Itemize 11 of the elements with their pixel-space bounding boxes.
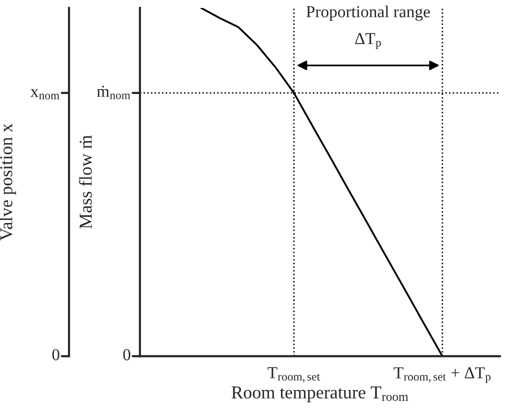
x-tick-label: T$_{room,set}$ [268,367,320,382]
x-axis-title: Room temperature T$_{room}$ [232,386,408,402]
annotation: ΔT$_{p}$ [355,33,381,49]
text: x$_{nom}$ [30,89,60,100]
y-axis-title: Mass flow ṁ [78,135,92,229]
annotation: Proportional range [306,6,430,21]
text: 0 [123,349,130,360]
x-tick-label: T$_{room,set}$ + ΔT$_{p}$ [394,367,491,384]
text: Valve position x [0,124,16,241]
text: ṁ$_{nom}$ [96,86,130,100]
text: 0 [52,349,60,360]
